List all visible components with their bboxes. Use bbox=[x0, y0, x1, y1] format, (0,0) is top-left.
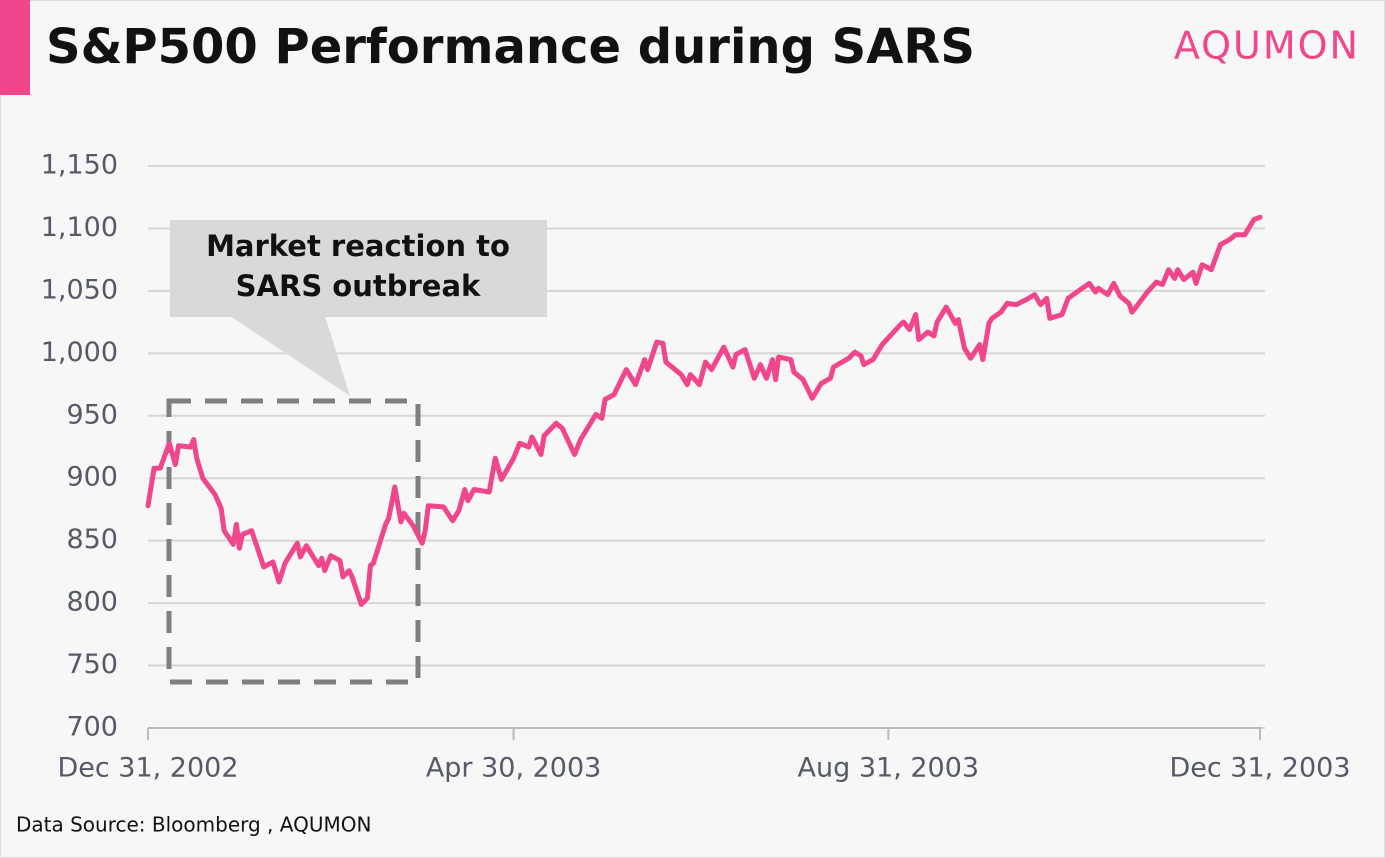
annotation-text: SARS outbreak bbox=[236, 269, 481, 303]
x-tick-label: Dec 31, 2003 bbox=[1169, 753, 1350, 784]
chart-title: S&P500 Performance during SARS bbox=[46, 19, 975, 75]
y-tick-label: 1,000 bbox=[41, 337, 118, 368]
callout-box bbox=[170, 220, 547, 317]
annotation-text: Market reaction to bbox=[206, 229, 510, 263]
y-tick-label: 1,150 bbox=[41, 150, 118, 181]
source: Data Source: Bloomberg , AQUMON bbox=[16, 813, 371, 837]
y-tick-label: 1,100 bbox=[41, 212, 118, 243]
highlight-box bbox=[166, 398, 421, 685]
y-tick-label: 750 bbox=[66, 649, 118, 680]
y-tick-label: 950 bbox=[66, 399, 118, 430]
y-tick-label: 850 bbox=[66, 524, 118, 555]
y-tick-label: 700 bbox=[66, 712, 118, 743]
callout-pointer bbox=[230, 316, 350, 396]
x-tick-label: Aug 31, 2003 bbox=[798, 753, 980, 784]
x-tick-label: Dec 31, 2002 bbox=[57, 753, 238, 784]
x-tick-label: Apr 30, 2003 bbox=[426, 753, 602, 784]
title-accent bbox=[0, 0, 30, 95]
price-line bbox=[145, 214, 1263, 607]
y-tick-label: 900 bbox=[66, 462, 118, 493]
y-tick-label: 800 bbox=[66, 587, 118, 618]
annotation: Market reaction to SARS outbreak bbox=[166, 220, 547, 685]
y-tick-label: 1,050 bbox=[41, 274, 118, 305]
brand: AQUMON bbox=[1174, 24, 1360, 68]
